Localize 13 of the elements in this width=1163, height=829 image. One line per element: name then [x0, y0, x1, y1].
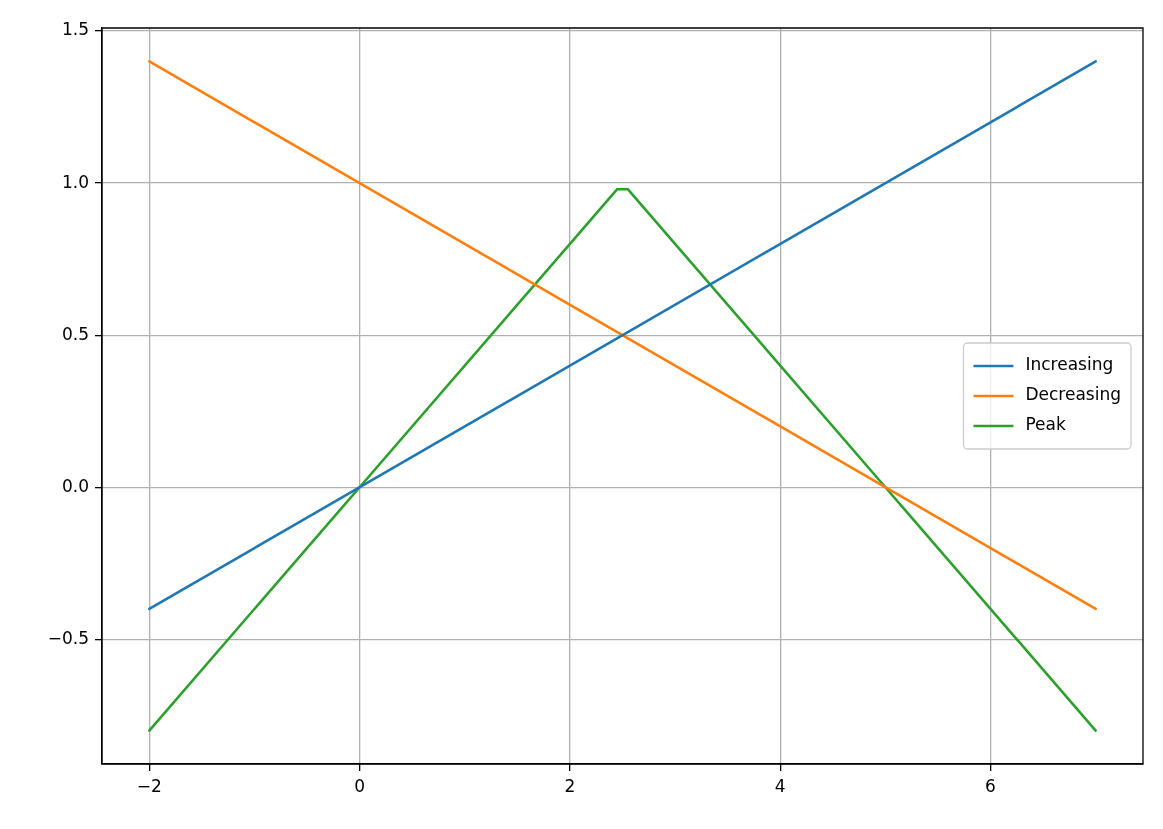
x-tick-label: 2: [564, 775, 576, 796]
legend-label: Decreasing: [1025, 384, 1122, 405]
x-tick-label: 0: [354, 775, 366, 796]
legend-label: Increasing: [1025, 354, 1114, 375]
x-tick-label: −2: [136, 775, 162, 796]
legend-label: Peak: [1025, 414, 1066, 435]
y-tick-label: 1.0: [61, 171, 89, 192]
x-tick-label: 4: [774, 775, 786, 796]
y-tick-label: 1.5: [61, 19, 89, 40]
y-tick-label: 0.0: [61, 475, 89, 496]
x-tick-label: 6: [985, 775, 996, 796]
y-tick-label: 0.5: [61, 323, 89, 344]
y-tick-label: −0.5: [47, 627, 89, 648]
